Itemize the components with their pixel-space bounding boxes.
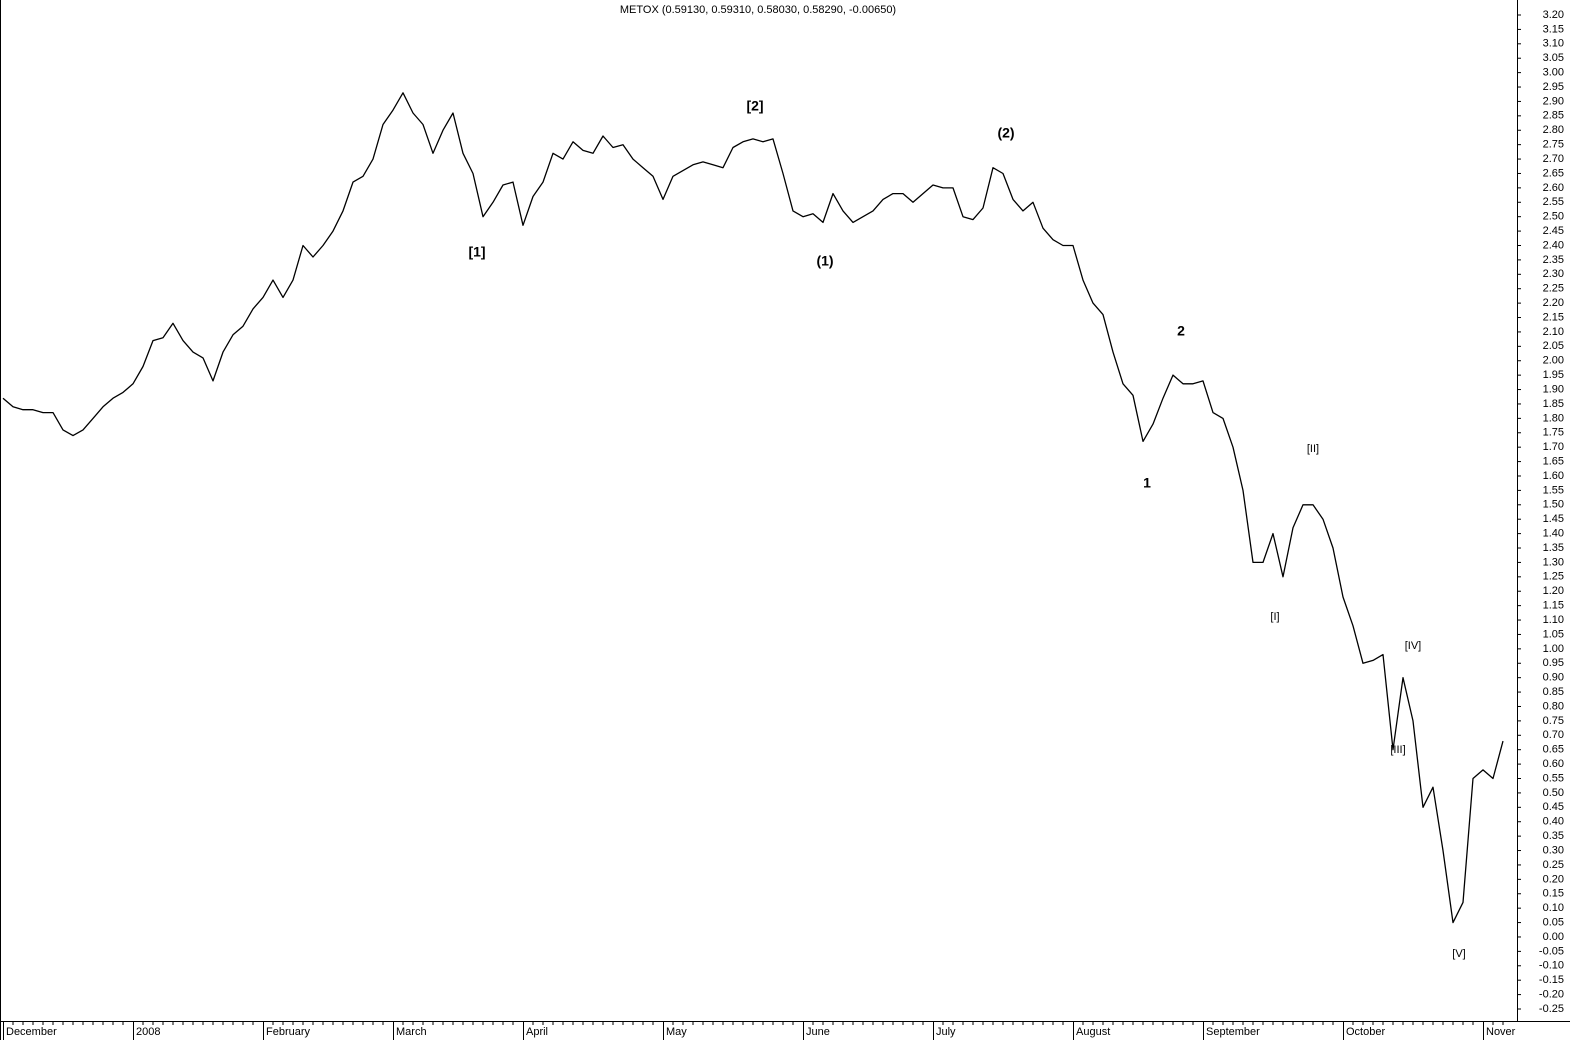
y-tick-label: 2.80 (1543, 124, 1564, 136)
y-tick-label: 1.45 (1543, 513, 1564, 525)
price-line (2, 92, 1504, 924)
y-tick-label: -0.10 (1539, 960, 1564, 972)
y-tick-label: 3.00 (1543, 67, 1564, 79)
y-tick-label: -0.05 (1539, 945, 1564, 957)
y-tick-label: 0.40 (1543, 816, 1564, 828)
y-tick-label: 0.15 (1543, 888, 1564, 900)
chart-title: METOX (0.59130, 0.59310, 0.58030, 0.5829… (620, 4, 896, 16)
wave-label: (1) (816, 253, 833, 269)
y-tick-label: 1.30 (1543, 556, 1564, 568)
y-tick-label: 2.30 (1543, 268, 1564, 280)
y-tick-label: 0.95 (1543, 657, 1564, 669)
y-tick-label: 1.90 (1543, 383, 1564, 395)
y-tick-label: 0.00 (1543, 931, 1564, 943)
wave-label: [II] (1307, 443, 1319, 455)
y-tick-label: 1.40 (1543, 528, 1564, 540)
y-tick-label: 0.70 (1543, 729, 1564, 741)
wave-label: 1 (1143, 475, 1151, 491)
y-tick-label: 0.55 (1543, 772, 1564, 784)
y-tick-label: 1.20 (1543, 585, 1564, 597)
y-tick-label: 3.15 (1543, 23, 1564, 35)
y-tick-label: 2.35 (1543, 254, 1564, 266)
y-tick-label: 0.45 (1543, 801, 1564, 813)
y-tick-label: 2.10 (1543, 326, 1564, 338)
wave-label: [1] (468, 244, 485, 260)
y-tick-label: 2.70 (1543, 153, 1564, 165)
x-tick-label: February (266, 1026, 311, 1038)
y-tick-label: 2.15 (1543, 311, 1564, 323)
y-tick-label: 0.80 (1543, 700, 1564, 712)
y-tick-label: 2.45 (1543, 225, 1564, 237)
y-tick-label: 1.85 (1543, 398, 1564, 410)
y-tick-label: 3.05 (1543, 52, 1564, 64)
x-tick-label: December (6, 1026, 57, 1038)
y-tick-label: 1.80 (1543, 412, 1564, 424)
y-tick-label: -0.20 (1539, 989, 1564, 1001)
x-tick-label: Nover (1486, 1026, 1516, 1038)
y-tick-label: 0.50 (1543, 787, 1564, 799)
wave-label: [V] (1452, 948, 1465, 960)
y-tick-label: 0.65 (1543, 744, 1564, 756)
x-tick-label: October (1346, 1026, 1385, 1038)
y-tick-label: 0.20 (1543, 873, 1564, 885)
y-tick-label: 0.10 (1543, 902, 1564, 914)
y-tick-label: 1.10 (1543, 614, 1564, 626)
x-tick-label: April (526, 1026, 548, 1038)
y-tick-label: 1.35 (1543, 542, 1564, 554)
y-tick-label: 2.90 (1543, 95, 1564, 107)
y-tick-label: 1.05 (1543, 628, 1564, 640)
y-tick-label: 0.90 (1543, 672, 1564, 684)
y-tick-label: 1.65 (1543, 455, 1564, 467)
y-tick-label: 1.60 (1543, 470, 1564, 482)
y-tick-label: 1.75 (1543, 427, 1564, 439)
x-tick-label: March (396, 1026, 427, 1038)
y-tick-label: -0.25 (1539, 1003, 1564, 1015)
y-tick-label: 0.85 (1543, 686, 1564, 698)
y-tick-label: 2.55 (1543, 196, 1564, 208)
y-tick-label: 1.70 (1543, 441, 1564, 453)
y-tick-label: -0.15 (1539, 974, 1564, 986)
y-tick-label: 2.65 (1543, 167, 1564, 179)
y-tick-label: 1.50 (1543, 499, 1564, 511)
wave-label: [2] (746, 98, 763, 114)
y-tick-label: 2.05 (1543, 340, 1564, 352)
y-tick-label: 2.60 (1543, 182, 1564, 194)
y-tick-label: 0.35 (1543, 830, 1564, 842)
y-tick-label: 2.25 (1543, 283, 1564, 295)
x-tick-label: May (666, 1026, 687, 1038)
y-tick-label: 2.20 (1543, 297, 1564, 309)
y-tick-label: 1.95 (1543, 369, 1564, 381)
y-tick-label: 0.30 (1543, 844, 1564, 856)
y-tick-label: 1.25 (1543, 571, 1564, 583)
wave-label: 2 (1177, 323, 1185, 339)
y-tick-label: 2.00 (1543, 355, 1564, 367)
wave-label: (2) (997, 125, 1014, 141)
x-tick-label: June (806, 1026, 830, 1038)
y-tick-label: 2.40 (1543, 239, 1564, 251)
y-tick-label: 3.20 (1543, 9, 1564, 21)
wave-label: [I] (1270, 611, 1279, 623)
y-tick-label: 2.50 (1543, 211, 1564, 223)
y-tick-label: 0.05 (1543, 916, 1564, 928)
y-tick-label: 2.95 (1543, 81, 1564, 93)
y-tick-label: 1.00 (1543, 643, 1564, 655)
x-tick-label: September (1206, 1026, 1260, 1038)
y-tick-label: 0.60 (1543, 758, 1564, 770)
x-tick-label: July (936, 1026, 956, 1038)
y-tick-label: 2.75 (1543, 139, 1564, 151)
wave-label: [IV] (1405, 640, 1422, 652)
y-tick-label: 2.85 (1543, 110, 1564, 122)
y-tick-label: 0.25 (1543, 859, 1564, 871)
wave-label: [III] (1390, 744, 1405, 756)
x-tick-label: 2008 (136, 1026, 160, 1038)
y-tick-label: 1.15 (1543, 600, 1564, 612)
x-tick-label: August (1076, 1026, 1110, 1038)
y-tick-label: 0.75 (1543, 715, 1564, 727)
y-tick-label: 1.55 (1543, 484, 1564, 496)
y-tick-label: 3.10 (1543, 38, 1564, 50)
